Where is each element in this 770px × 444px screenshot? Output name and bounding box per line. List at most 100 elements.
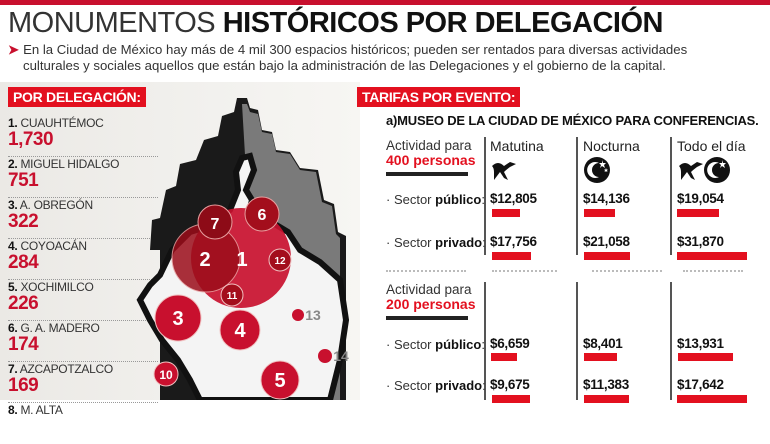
list-item: 4. COYOACÁN 284 (8, 239, 158, 280)
list-item: 3. A. OBREGÓN 322 (8, 198, 158, 239)
divider (576, 282, 578, 400)
delegacion-name: XOCHIMILCO (20, 280, 94, 294)
svg-text:2: 2 (199, 249, 210, 271)
underline (386, 316, 468, 320)
dotted-separator (683, 270, 743, 272)
activity-prefix: Actividad para (386, 138, 472, 153)
price: $17,756 (490, 234, 537, 249)
price: $19,054 (677, 191, 724, 206)
delegacion-value: 284 (8, 252, 39, 273)
arrow-right-icon: ➤ (8, 42, 20, 57)
row-label-privado: · Sector privado: (386, 378, 486, 393)
bar (677, 252, 747, 260)
svg-text:10: 10 (159, 368, 173, 382)
activity-200-header: Actividad para 200 personas (386, 282, 476, 320)
por-delegacion-tag: POR DELEGACIÓN: (8, 87, 146, 107)
delegacion-value: 1,730 (8, 129, 54, 150)
price: $11,383 (583, 377, 629, 392)
bar (491, 353, 517, 361)
divider (670, 282, 672, 400)
cdmx-map-illustration: 1 2 3 4 5 6 7 10 11 12 13 14 (136, 98, 350, 400)
top-accent-bar (0, 0, 770, 5)
svg-text:7: 7 (211, 216, 220, 233)
delegacion-name: G. A. MADERO (20, 321, 100, 335)
delegacion-name: COYOACÁN (20, 239, 87, 253)
svg-text:14: 14 (333, 348, 349, 364)
price: $14,136 (583, 191, 630, 206)
bar (584, 353, 617, 361)
rank: 3. (8, 198, 18, 212)
list-item: 1. CUAUHTÉMOC 1,730 (8, 116, 158, 157)
delegacion-value: 751 (8, 170, 39, 191)
list-item: 2. MIGUEL HIDALGO 751 (8, 157, 158, 198)
subtitle: ➤ En la Ciudad de México hay más de 4 mil… (8, 42, 768, 74)
bird-icon (492, 162, 516, 180)
divider (576, 137, 578, 255)
delegacion-name: CUAUHTÉMOC (20, 116, 104, 130)
bar (492, 209, 520, 217)
svg-text:3: 3 (172, 308, 183, 330)
svg-text:1: 1 (236, 249, 247, 271)
activity-prefix: Actividad para (386, 282, 472, 297)
activity-people: 400 personas (386, 152, 476, 168)
divider (484, 282, 486, 400)
divider (670, 137, 672, 255)
svg-text:6: 6 (258, 207, 267, 224)
price: $31,870 (677, 234, 724, 249)
bar (492, 252, 531, 260)
delegacion-value: 174 (8, 334, 39, 355)
rank: 2. (8, 157, 18, 171)
col-nocturna: Nocturna (583, 138, 640, 154)
page-title: MONUMENTOS HISTÓRICOS POR DELEGACIÓN (8, 6, 663, 40)
price: $21,058 (583, 234, 630, 249)
dotted-separator (592, 270, 662, 272)
delegacion-name: A. OBREGÓN (19, 198, 93, 212)
delegacion-value: 226 (8, 293, 39, 314)
bar (584, 252, 630, 260)
title-bold: HISTÓRICOS POR DELEGACIÓN (222, 7, 664, 39)
list-item: 5. XOCHIMILCO 226 (8, 280, 158, 321)
price: $13,931 (677, 336, 724, 351)
svg-text:5: 5 (274, 370, 285, 392)
tarifas-tag: TARIFAS POR EVENTO: (357, 87, 521, 107)
underline (386, 172, 468, 176)
rank: 8. (8, 403, 18, 417)
bar (678, 353, 733, 361)
delegacion-name: M. ALTA (20, 403, 63, 417)
svg-text:4: 4 (234, 320, 246, 342)
price: $17,642 (677, 377, 724, 392)
delegacion-name: AZCAPOTZALCO (19, 362, 113, 376)
dotted-separator (386, 270, 466, 272)
bar (677, 209, 719, 217)
price: $9,675 (490, 377, 530, 392)
rank: 7. (8, 362, 18, 376)
rank: 1. (8, 116, 18, 130)
list-item: 6. G. A. MADERO 174 (8, 321, 158, 362)
col-matutina: Matutina (490, 138, 544, 154)
subtitle-line-2: culturales y sociales aquellos que están… (23, 58, 666, 73)
bar (584, 395, 629, 403)
bar (677, 395, 747, 403)
rank: 6. (8, 321, 18, 335)
divider (484, 137, 486, 255)
delegacion-value: 169 (8, 375, 39, 396)
row-label-publico: · Sector público: (386, 337, 485, 352)
dotted-separator (492, 270, 557, 272)
museo-heading: a)MUSEO DE LA CIUDAD DE MÉXICO PARA CONF… (386, 113, 759, 128)
activity-people: 200 personas (386, 296, 476, 312)
rank: 4. (8, 239, 18, 253)
moon-stars-icon (584, 157, 610, 183)
price: $12,805 (490, 191, 537, 206)
row-label-privado: · Sector privado: (386, 235, 486, 250)
list-item: 8. M. ALTA (8, 403, 158, 444)
price: $8,401 (583, 336, 623, 351)
svg-text:11: 11 (227, 291, 238, 302)
rank: 5. (8, 280, 18, 294)
bird-moon-icon (679, 157, 730, 183)
activity-400-header: Actividad para 400 personas (386, 138, 476, 176)
svg-text:12: 12 (274, 256, 286, 267)
price: $6,659 (490, 336, 530, 351)
delegacion-value: 322 (8, 211, 39, 232)
delegacion-name: MIGUEL HIDALGO (20, 157, 120, 171)
bar (584, 209, 615, 217)
